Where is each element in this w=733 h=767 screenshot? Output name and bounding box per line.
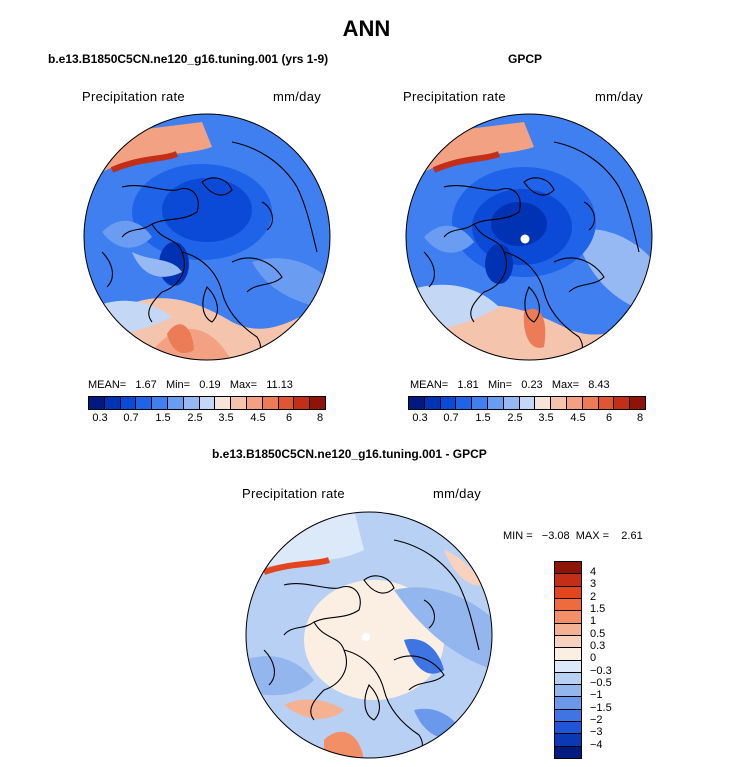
panel2-map <box>405 113 653 361</box>
cbar1-label: 0.7 <box>123 412 139 424</box>
diff-cbar-label: 0.5 <box>590 628 606 640</box>
colorbar-swatch <box>503 397 520 409</box>
panel1-units: mm/day <box>273 89 322 104</box>
colorbar-swatch <box>555 635 581 649</box>
panel1-colorbar <box>88 396 326 410</box>
colorbar-swatch <box>535 397 552 409</box>
diff-cbar-label: −3 <box>590 726 603 738</box>
cbar2-label: 8 <box>636 412 644 424</box>
diff-cbar-label: 3 <box>590 578 597 590</box>
colorbar-swatch <box>278 397 295 409</box>
colorbar-swatch <box>566 397 583 409</box>
cbar1-label: 4.5 <box>250 412 266 424</box>
cbar1-label: 0.3 <box>92 412 108 424</box>
main-title: ANN <box>342 16 391 41</box>
diff-cbar-label: −1 <box>590 689 603 701</box>
colorbar-swatch <box>555 697 581 710</box>
colorbar-swatch <box>310 397 325 409</box>
diff-stats: MIN = −3.08 MAX = 2.61 <box>503 530 643 542</box>
colorbar-swatch <box>472 397 488 409</box>
cbar2-label: 6 <box>605 412 613 424</box>
cbar2-label: 1.5 <box>475 412 491 424</box>
colorbar-swatch <box>487 397 504 409</box>
colorbar-swatch <box>555 722 581 735</box>
colorbar-swatch <box>555 746 581 758</box>
cbar1-label: 3.5 <box>218 412 234 424</box>
diff-cbar-label: 0.3 <box>590 640 606 652</box>
colorbar-swatch <box>614 397 631 409</box>
panel2-colorbar-labels: 0.3 0.7 1.5 2.5 3.5 4.5 6 8 <box>408 412 646 426</box>
colorbar-swatch <box>231 397 247 409</box>
colorbar-swatch <box>551 397 567 409</box>
panel1-variable: Precipitation rate <box>82 89 185 104</box>
diff-cbar-label: −2 <box>590 714 603 726</box>
colorbar-swatch <box>555 562 581 575</box>
cbar2-label: 4.5 <box>570 412 586 424</box>
diff-heading: b.e13.B1850C5CN.ne120_g16.tuning.001 - G… <box>212 447 487 461</box>
diff-cbar-label: −0.5 <box>590 677 612 689</box>
colorbar-swatch <box>555 709 581 723</box>
panel2-stats: MEAN= 1.81 Min= 0.23 Max= 8.43 <box>410 379 610 391</box>
diff-colorbar-labels: 4 3 2 1.5 1 0.5 0.3 0 −0.3 −0.5 −1 −1.5 … <box>590 561 630 761</box>
panel2-variable: Precipitation rate <box>403 89 506 104</box>
colorbar-swatch <box>409 397 425 409</box>
panel1-colorbar-labels: 0.3 0.7 1.5 2.5 3.5 4.5 6 8 <box>88 412 326 426</box>
colorbar-swatch <box>555 623 581 636</box>
diff-cbar-label: 1 <box>590 615 597 627</box>
diff-cbar-label: 2 <box>590 591 597 603</box>
panel2-heading: GPCP <box>508 52 543 66</box>
panel1-stats: MEAN= 1.67 Min= 0.19 Max= 11.13 <box>88 379 293 391</box>
colorbar-swatch <box>555 648 581 661</box>
cbar2-label: 0.7 <box>443 412 459 424</box>
colorbar-swatch <box>167 397 184 409</box>
cbar2-label: 0.3 <box>412 412 428 424</box>
colorbar-swatch <box>104 397 121 409</box>
cbar1-label: 8 <box>316 412 324 424</box>
colorbar-swatch <box>555 598 581 612</box>
panel2-colorbar <box>408 396 646 410</box>
colorbar-swatch <box>440 397 457 409</box>
diff-cbar-label: 1.5 <box>590 603 606 615</box>
colorbar-swatch <box>424 397 441 409</box>
diff-cbar-label: −1.5 <box>590 702 612 714</box>
cbar1-label: 6 <box>285 412 293 424</box>
diff-units: mm/day <box>433 486 482 501</box>
colorbar-swatch <box>199 397 216 409</box>
panel1-map <box>83 113 331 361</box>
cbar2-label: 3.5 <box>538 412 554 424</box>
colorbar-swatch <box>555 672 581 686</box>
panel1-heading: b.e13.B1850C5CN.ne120_g16.tuning.001 (yr… <box>48 52 329 66</box>
diff-map <box>245 511 493 759</box>
panel2-units: mm/day <box>595 89 644 104</box>
colorbar-swatch <box>555 660 581 673</box>
colorbar-swatch <box>456 397 473 409</box>
colorbar-swatch <box>215 397 232 409</box>
colorbar-swatch <box>89 397 105 409</box>
colorbar-swatch <box>183 397 200 409</box>
colorbar-swatch <box>294 397 311 409</box>
colorbar-swatch <box>120 397 137 409</box>
colorbar-swatch <box>555 611 581 624</box>
diff-variable: Precipitation rate <box>242 486 345 501</box>
colorbar-swatch <box>152 397 168 409</box>
colorbar-swatch <box>246 397 263 409</box>
colorbar-swatch <box>519 397 536 409</box>
colorbar-swatch <box>582 397 599 409</box>
diff-cbar-label: 4 <box>590 566 597 578</box>
diff-cbar-label: 0 <box>590 652 597 664</box>
colorbar-swatch <box>555 586 581 599</box>
colorbar-swatch <box>262 397 279 409</box>
cbar2-label: 2.5 <box>507 412 523 424</box>
colorbar-swatch <box>598 397 615 409</box>
cbar1-label: 1.5 <box>155 412 171 424</box>
diff-cbar-label: −0.3 <box>590 665 612 677</box>
colorbar-swatch <box>555 685 581 698</box>
colorbar-swatch <box>555 734 581 747</box>
diff-colorbar <box>554 561 584 761</box>
colorbar-swatch <box>136 397 153 409</box>
colorbar-swatch <box>555 574 581 587</box>
diff-cbar-label: −4 <box>590 739 603 751</box>
colorbar-swatch <box>630 397 645 409</box>
cbar1-label: 2.5 <box>187 412 203 424</box>
